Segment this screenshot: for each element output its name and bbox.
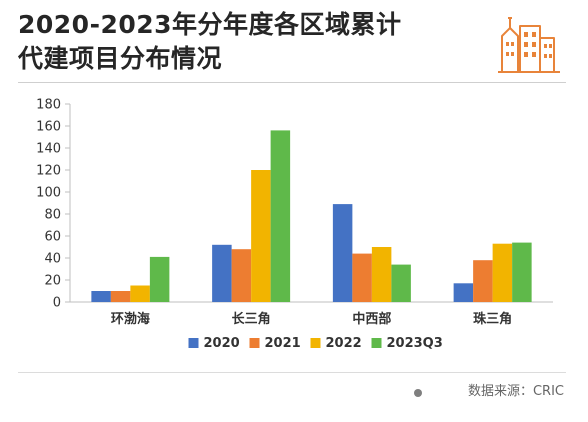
y-tick-label: 20 [44, 274, 61, 289]
bar-2020-2 [212, 244, 232, 302]
y-tick-label: 60 [44, 230, 61, 245]
bar-2022-2 [251, 170, 271, 302]
bar-2021-2 [231, 249, 252, 302]
header-divider [18, 82, 566, 83]
bar-2021-3 [352, 253, 372, 302]
legend-label-2023Q3: 2023Q3 [387, 336, 443, 351]
y-tick-label: 100 [36, 186, 61, 201]
bar-2022-4 [492, 243, 513, 302]
bar-2022-3 [371, 247, 392, 302]
x-category-label: 长三角 [232, 311, 271, 327]
data-source: 数据来源：CRIC [467, 384, 564, 399]
legend-swatch-2023Q3 [371, 338, 382, 348]
bar-2023Q3-1 [149, 256, 170, 302]
x-category-label: 珠三角 [473, 311, 512, 327]
bar-2020-3 [332, 204, 353, 302]
y-tick-label: 80 [44, 208, 61, 223]
x-category-label: 环渤海 [111, 311, 150, 327]
footer-divider [18, 372, 566, 373]
y-tick-label: 0 [53, 296, 61, 311]
bar-2022-1 [130, 285, 150, 302]
y-tick-label: 160 [36, 120, 61, 135]
legend-label-2022: 2022 [326, 336, 362, 351]
bar-2023Q3-3 [391, 264, 411, 302]
legend-label-2020: 2020 [204, 336, 240, 351]
y-tick-label: 120 [36, 164, 61, 179]
y-tick-label: 180 [36, 98, 61, 113]
legend-swatch-2021 [249, 338, 260, 348]
legend-swatch-2022 [310, 338, 321, 348]
bar-2020-4 [453, 283, 474, 302]
bar-2021-1 [110, 291, 131, 302]
city-buildings-icon [498, 17, 560, 73]
bar-2020-1 [91, 291, 111, 302]
x-category-label: 中西部 [352, 311, 391, 327]
bar-chart: 0 20 40 60 80 100 120 140 160 180 环渤海 长三角 中西部 珠三角 2020… [36, 98, 553, 351]
title-line-2: 代建项目分布情况 [18, 44, 223, 73]
chart-title: 2020-2023年分年度各区域累计 代建项目分布情况 [18, 8, 402, 76]
footer-bullet [414, 389, 422, 397]
title-line-1: 2020-2023年分年度各区域累计 [18, 10, 402, 39]
bar-2023Q3-4 [512, 242, 532, 302]
legend-swatch-2020 [188, 338, 199, 348]
y-tick-label: 140 [36, 142, 61, 157]
legend-label-2021: 2021 [265, 336, 301, 351]
y-tick-label: 40 [44, 252, 61, 267]
bar-2021-4 [473, 260, 493, 302]
bar-2023Q3-2 [270, 130, 291, 302]
